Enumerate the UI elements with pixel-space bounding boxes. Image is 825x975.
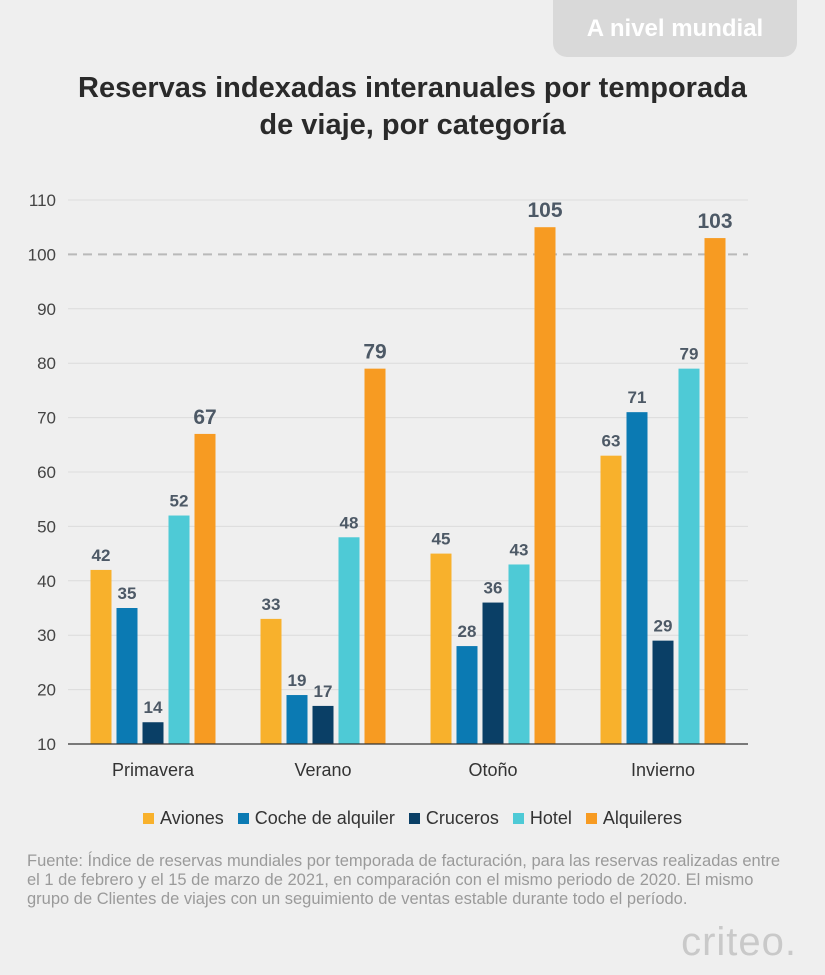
legend-label: Cruceros bbox=[425, 807, 499, 828]
criteo-logo: criteo. bbox=[681, 920, 797, 964]
y-tick-label: 30 bbox=[37, 626, 56, 645]
legend-item: Hotel bbox=[512, 807, 572, 829]
x-category-label: Invierno bbox=[631, 760, 695, 780]
bar bbox=[338, 537, 360, 744]
bar-value-label: 52 bbox=[170, 492, 189, 511]
bar bbox=[364, 368, 386, 744]
bar-value-label: 103 bbox=[697, 210, 732, 233]
bar bbox=[678, 368, 700, 744]
bar-chart: 10 20 30 40 50 60 70 80 90 100 110 42 35 14 52 67 Primav… bbox=[28, 191, 748, 780]
bar-value-label: 36 bbox=[484, 579, 503, 598]
legend-item: Aviones bbox=[143, 808, 224, 829]
y-tick-label: 80 bbox=[37, 354, 56, 373]
y-tick-label: 60 bbox=[37, 463, 56, 482]
bar bbox=[260, 618, 282, 744]
chart-title-line-2: de viaje, por categoría bbox=[259, 109, 566, 141]
bar bbox=[482, 602, 504, 744]
bar-value-label: 29 bbox=[654, 617, 673, 636]
legend-label: Hotel bbox=[529, 807, 572, 828]
y-tick-label: 10 bbox=[37, 735, 56, 754]
bar-value-label: 14 bbox=[144, 698, 163, 717]
source-note: Fuente: Índice de reservas mundiales por… bbox=[27, 852, 780, 908]
region-badge: A nivel mundial bbox=[553, 0, 797, 57]
legend-swatch bbox=[408, 812, 420, 824]
bar bbox=[312, 705, 334, 744]
x-category-label: Primavera bbox=[112, 760, 195, 780]
bar-value-label: 35 bbox=[118, 584, 137, 603]
bar bbox=[534, 227, 556, 744]
bar-value-label: 17 bbox=[314, 682, 333, 701]
bar-value-label: 48 bbox=[340, 513, 359, 532]
bar-value-label: 79 bbox=[680, 345, 699, 364]
legend-swatch bbox=[237, 812, 249, 824]
bar bbox=[116, 608, 138, 744]
x-category-label: Verano bbox=[294, 760, 351, 780]
bar bbox=[652, 640, 674, 744]
legend-item: Alquileres bbox=[585, 807, 682, 829]
bar bbox=[430, 553, 452, 744]
chart-legend: Aviones Coche de alquiler Cruceros Hotel Alq… bbox=[0, 807, 825, 829]
bar bbox=[90, 569, 112, 744]
chart-title-line-1: Reservas indexadas interanuales por temp… bbox=[78, 72, 747, 104]
y-tick-label: 110 bbox=[29, 191, 56, 210]
legend-swatch bbox=[143, 812, 155, 824]
legend-label: Alquileres bbox=[602, 807, 682, 828]
bar-value-label: 28 bbox=[458, 622, 477, 641]
y-tick-label: 40 bbox=[37, 572, 56, 591]
bar-value-label: 67 bbox=[193, 406, 216, 429]
legend-label: Coche de alquiler bbox=[254, 807, 395, 828]
x-category-label: Otoño bbox=[468, 760, 517, 780]
legend-swatch bbox=[585, 812, 597, 824]
bar-value-label: 105 bbox=[527, 199, 562, 222]
legend-item: Coche de alquiler bbox=[237, 807, 395, 829]
y-tick-label: 100 bbox=[28, 245, 56, 264]
bar-value-label: 42 bbox=[92, 546, 111, 565]
bar-value-label: 79 bbox=[363, 341, 386, 364]
bar bbox=[286, 695, 308, 744]
bar-value-label: 63 bbox=[602, 432, 621, 451]
y-tick-label: 50 bbox=[37, 517, 56, 536]
legend-swatch bbox=[512, 812, 524, 824]
bar-value-label: 43 bbox=[510, 540, 529, 559]
bar bbox=[168, 515, 190, 744]
legend-label: Aviones bbox=[160, 807, 224, 828]
bar bbox=[456, 646, 478, 744]
chart-title: Reservas indexadas interanuales por temp… bbox=[0, 70, 825, 144]
bar bbox=[600, 455, 622, 744]
bar-value-label: 19 bbox=[288, 671, 307, 690]
bar bbox=[508, 564, 530, 744]
legend-item: Cruceros bbox=[408, 807, 499, 829]
y-tick-label: 20 bbox=[37, 681, 56, 700]
bar-value-label: 71 bbox=[628, 388, 647, 407]
y-tick-label: 70 bbox=[37, 409, 56, 428]
y-tick-label: 90 bbox=[37, 300, 56, 319]
bar-value-label: 33 bbox=[262, 595, 281, 614]
bar bbox=[626, 412, 648, 744]
bar bbox=[194, 433, 216, 744]
bar-value-label: 45 bbox=[432, 530, 451, 549]
bar bbox=[704, 238, 726, 744]
bar bbox=[142, 722, 164, 744]
